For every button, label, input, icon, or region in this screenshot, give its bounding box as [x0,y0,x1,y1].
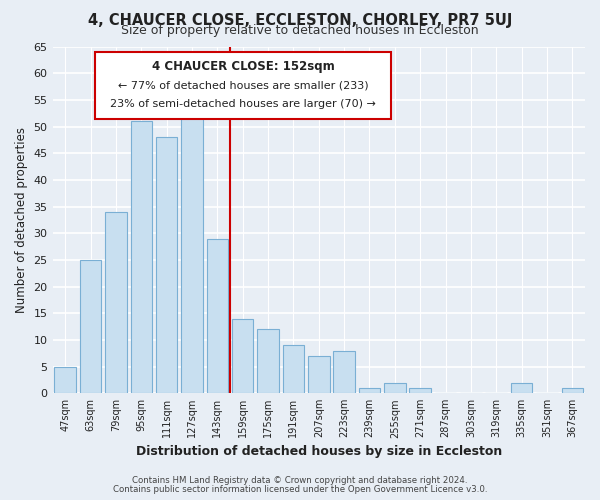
X-axis label: Distribution of detached houses by size in Eccleston: Distribution of detached houses by size … [136,444,502,458]
Bar [55,366,76,393]
Text: 23% of semi-detached houses are larger (70) →: 23% of semi-detached houses are larger (… [110,98,376,108]
Bar [308,356,329,393]
Bar [131,121,152,393]
FancyBboxPatch shape [95,52,391,120]
Bar [80,260,101,393]
Text: Size of property relative to detached houses in Eccleston: Size of property relative to detached ho… [121,24,479,37]
Bar [105,212,127,393]
Bar [511,382,532,393]
Bar [409,388,431,393]
Text: Contains HM Land Registry data © Crown copyright and database right 2024.: Contains HM Land Registry data © Crown c… [132,476,468,485]
Text: ← 77% of detached houses are smaller (233): ← 77% of detached houses are smaller (23… [118,80,368,90]
Bar [562,388,583,393]
Text: 4, CHAUCER CLOSE, ECCLESTON, CHORLEY, PR7 5UJ: 4, CHAUCER CLOSE, ECCLESTON, CHORLEY, PR… [88,12,512,28]
Bar [206,238,228,393]
Bar [232,318,253,393]
Bar [359,388,380,393]
Y-axis label: Number of detached properties: Number of detached properties [15,127,28,313]
Bar [334,350,355,393]
Bar [156,137,178,393]
Bar [257,329,279,393]
Bar [283,345,304,393]
Text: Contains public sector information licensed under the Open Government Licence v3: Contains public sector information licen… [113,485,487,494]
Bar [181,110,203,393]
Bar [384,382,406,393]
Text: 4 CHAUCER CLOSE: 152sqm: 4 CHAUCER CLOSE: 152sqm [152,60,334,74]
